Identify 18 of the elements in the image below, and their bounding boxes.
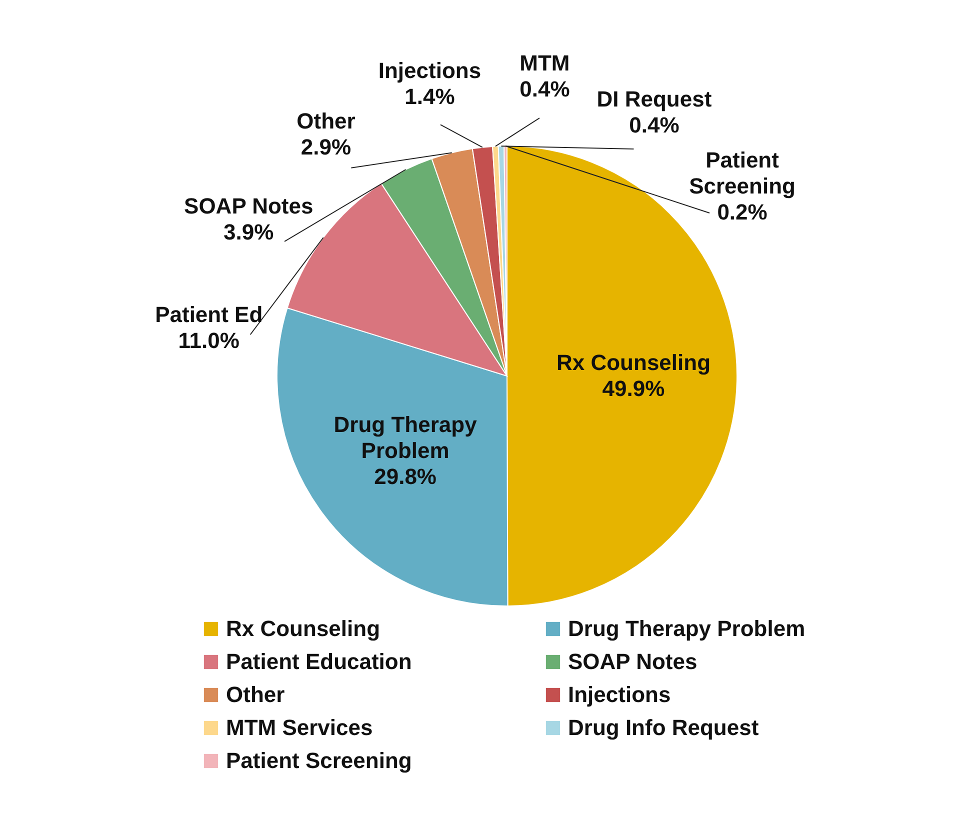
legend-label: Other [226, 682, 286, 707]
legend-label: Injections [568, 682, 671, 707]
legend-label: Rx Counseling [226, 616, 380, 641]
data-label: Patient Ed 11.0% [155, 302, 263, 353]
legend-label: Drug Info Request [568, 715, 760, 740]
data-label: Rx Counseling 49.9% [556, 350, 711, 401]
data-label: Patient Screening 0.2% [689, 148, 796, 225]
legend-label: MTM Services [226, 715, 373, 740]
data-label: SOAP Notes 3.9% [184, 194, 314, 245]
data-label: DI Request 0.4% [596, 86, 712, 138]
data-label: Injections 1.4% [378, 58, 482, 110]
legend-label: Drug Therapy Problem [568, 616, 806, 641]
legend-label: Patient Education [226, 649, 412, 674]
data-label: Drug Therapy Problem 29.8% [334, 412, 478, 490]
data-label: Other 2.9% [296, 108, 356, 160]
data-label: MTM 0.4% [520, 50, 570, 102]
legend-label: Patient Screening [226, 748, 412, 773]
legend-label: SOAP Notes [568, 649, 698, 674]
